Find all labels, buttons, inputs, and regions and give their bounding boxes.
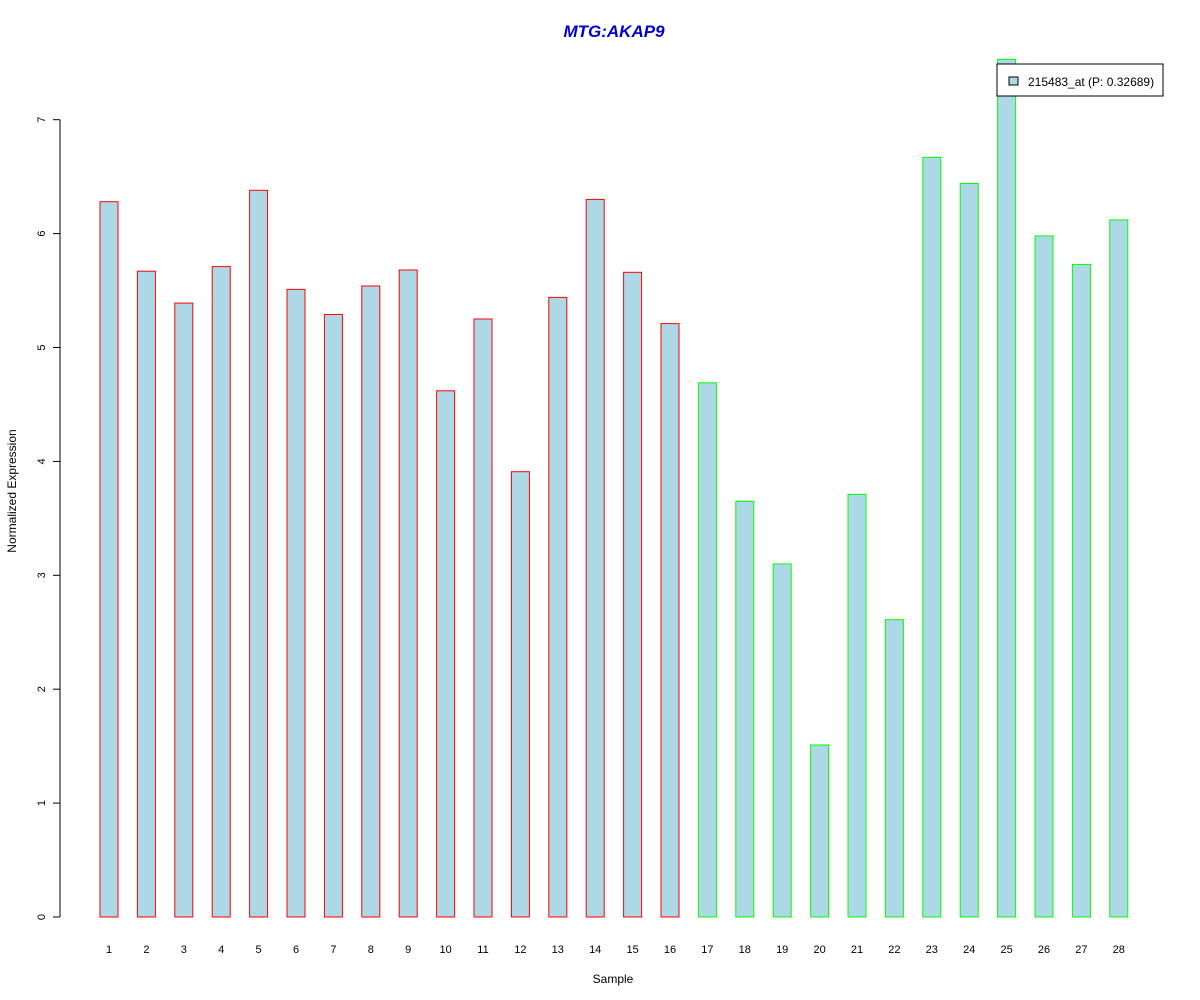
bar-sample-13 bbox=[548, 296, 568, 918]
x-tick-label: 9 bbox=[405, 944, 411, 956]
y-tick-label: 5 bbox=[36, 344, 48, 350]
bar-sample-8 bbox=[361, 285, 381, 918]
x-tick-label: 16 bbox=[664, 944, 676, 956]
bars-group bbox=[99, 58, 1129, 918]
bar-sample-27 bbox=[1071, 263, 1091, 918]
bar-sample-28 bbox=[1109, 219, 1129, 918]
y-tick-label: 2 bbox=[36, 686, 48, 692]
bar-sample-22 bbox=[884, 619, 904, 918]
x-tick-label: 24 bbox=[963, 944, 975, 956]
legend-label: 215483_at (P: 0.32689) bbox=[1028, 75, 1154, 89]
x-tick-label: 18 bbox=[739, 944, 751, 956]
x-tick-labels: 1 2 3 4 5 6 7 8 9 10 11 12 13 14 15 16 17 18 19 20 21 22 23 24 2… bbox=[106, 944, 1125, 956]
y-axis-label: Normalized Expression bbox=[5, 429, 19, 552]
bar-sample-21 bbox=[847, 493, 867, 918]
bar-sample-6 bbox=[286, 288, 306, 918]
bar-sample-20 bbox=[810, 744, 830, 918]
x-tick-label: 25 bbox=[1000, 944, 1012, 956]
x-tick-label: 12 bbox=[514, 944, 526, 956]
x-tick-label: 22 bbox=[888, 944, 900, 956]
y-tick-label: 0 bbox=[36, 914, 48, 920]
x-tick-label: 1 bbox=[106, 944, 112, 956]
y-tick-label: 1 bbox=[36, 800, 48, 806]
x-tick-label: 20 bbox=[813, 944, 825, 956]
bar-sample-23 bbox=[922, 156, 942, 918]
bar-sample-7 bbox=[323, 314, 343, 918]
bar-sample-25 bbox=[997, 58, 1017, 918]
bar-sample-26 bbox=[1034, 235, 1054, 918]
bar-sample-5 bbox=[249, 189, 269, 918]
x-tick-label: 5 bbox=[256, 944, 262, 956]
x-tick-label: 15 bbox=[626, 944, 638, 956]
bar-sample-2 bbox=[136, 270, 156, 918]
x-tick-label: 14 bbox=[589, 944, 601, 956]
bar-sample-10 bbox=[436, 390, 456, 918]
x-tick-label: 28 bbox=[1113, 944, 1125, 956]
x-tick-label: 6 bbox=[293, 944, 299, 956]
y-tick-label: 6 bbox=[36, 231, 48, 237]
y-tick-label: 4 bbox=[36, 458, 48, 464]
x-tick-label: 27 bbox=[1075, 944, 1087, 956]
legend-box bbox=[996, 63, 1164, 97]
legend-swatch bbox=[1008, 76, 1019, 86]
bar-sample-14 bbox=[585, 198, 605, 918]
x-tick-label: 21 bbox=[851, 944, 863, 956]
x-tick-label: 19 bbox=[776, 944, 788, 956]
bar-sample-1 bbox=[99, 201, 119, 918]
y-tick-label: 7 bbox=[36, 117, 48, 123]
y-tick-label: 3 bbox=[36, 572, 48, 578]
x-tick-label: 7 bbox=[330, 944, 336, 956]
bar-sample-12 bbox=[510, 471, 530, 918]
bar-sample-11 bbox=[473, 318, 493, 918]
legend: 215483_at (P: 0.32689) bbox=[996, 63, 1164, 97]
x-tick-label: 23 bbox=[926, 944, 938, 956]
bar-sample-24 bbox=[959, 183, 979, 918]
bar-sample-16 bbox=[660, 323, 680, 918]
bar-sample-18 bbox=[735, 500, 755, 918]
x-tick-label: 2 bbox=[143, 944, 149, 956]
bar-sample-17 bbox=[697, 382, 717, 918]
bar-sample-19 bbox=[772, 563, 792, 918]
x-tick-label: 11 bbox=[477, 944, 488, 956]
bar-sample-3 bbox=[174, 302, 194, 918]
bar-sample-4 bbox=[211, 266, 231, 918]
x-tick-label: 10 bbox=[439, 944, 451, 956]
x-tick-label: 3 bbox=[181, 944, 187, 956]
x-axis-label: Sample bbox=[593, 972, 634, 986]
x-tick-label: 17 bbox=[701, 944, 713, 956]
bar-sample-9 bbox=[398, 269, 418, 918]
chart-title: MTG:AKAP9 bbox=[563, 22, 665, 41]
x-tick-label: 8 bbox=[368, 944, 374, 956]
x-tick-label: 4 bbox=[218, 944, 224, 956]
bar-sample-15 bbox=[623, 271, 643, 918]
y-axis: 0 1 2 3 4 5 6 7 bbox=[36, 117, 61, 920]
x-tick-label: 26 bbox=[1038, 944, 1050, 956]
x-tick-label: 13 bbox=[552, 944, 564, 956]
